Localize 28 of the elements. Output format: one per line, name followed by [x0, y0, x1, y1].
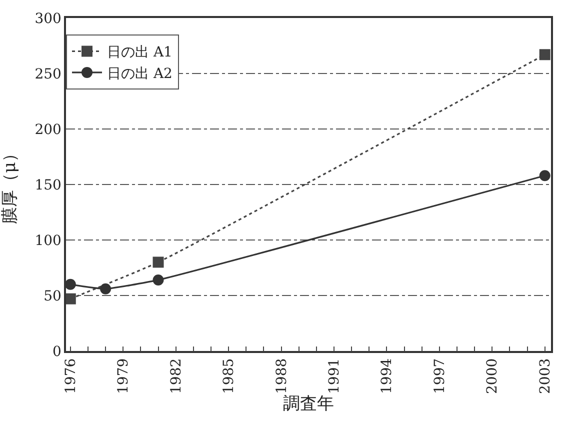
legend-label: 日の出 A2: [107, 66, 172, 82]
x-tick-label: 1976: [62, 358, 79, 394]
point: [539, 49, 550, 60]
x-tick-label: 1982: [168, 358, 184, 394]
x-tick-label: 1991: [326, 358, 343, 394]
point: [66, 278, 76, 290]
point: [152, 256, 164, 268]
y-tick-label: 50: [44, 288, 62, 304]
x-tick-label: 1997: [432, 358, 448, 394]
y-tick-label: 250: [34, 66, 62, 82]
y-axis-title: 膜厚（μ）: [0, 144, 20, 224]
x-tick-label: 1985: [221, 358, 238, 394]
y-tick-label: 150: [34, 177, 62, 194]
point: [152, 274, 164, 286]
y-tick-label: 200: [34, 122, 62, 138]
point: [100, 283, 112, 294]
y-tick-label: 100: [34, 232, 62, 249]
y-tick-label: 300: [34, 10, 62, 27]
point: [539, 170, 550, 182]
x-tick-label: 1994: [379, 358, 396, 394]
x-tick-label: 2000: [484, 358, 501, 394]
point: [66, 293, 76, 304]
x-tick-label: 1979: [116, 358, 132, 394]
x-axis-title: 調査年: [283, 394, 334, 414]
x-tick-label: 1988: [274, 358, 290, 394]
legend-label: 日の出 A1: [107, 44, 172, 61]
y-tick-label: 0: [52, 344, 62, 360]
x-tick-label: 2003: [537, 358, 554, 394]
